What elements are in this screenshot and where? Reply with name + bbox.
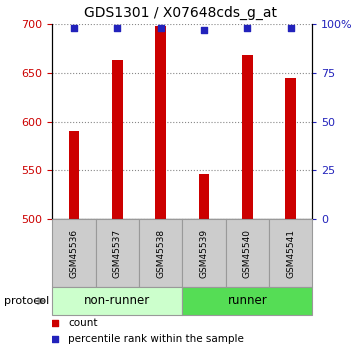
Point (288, 25, 293, 31)
Point (158, 25, 164, 31)
Point (52, 320, 58, 325)
Text: GSM45536: GSM45536 (70, 228, 78, 278)
Bar (269, 219, 312, 287)
Text: protocol: protocol (4, 296, 49, 306)
Text: GSM45541: GSM45541 (286, 228, 295, 277)
Bar (182, 219, 226, 287)
Bar (96, 219, 139, 287)
Text: GDS1301 / X07648cds_g_at: GDS1301 / X07648cds_g_at (84, 6, 277, 20)
Point (114, 25, 120, 31)
Point (52, 336, 58, 342)
Text: GSM45540: GSM45540 (243, 228, 252, 277)
Bar (285, 78, 296, 219)
Point (244, 25, 250, 31)
Bar (182, 287, 312, 315)
Bar (226, 219, 269, 287)
Text: percentile rank within the sample: percentile rank within the sample (68, 334, 244, 344)
Text: GSM45538: GSM45538 (156, 228, 165, 278)
Bar (139, 219, 182, 287)
Bar (69, 131, 79, 219)
Bar (155, 26, 166, 219)
Bar (52, 287, 182, 315)
Point (201, 27, 207, 33)
Text: runner: runner (227, 295, 267, 307)
Point (71, 25, 77, 31)
Bar (112, 60, 123, 219)
Text: non-runner: non-runner (84, 295, 151, 307)
Bar (242, 55, 253, 219)
Text: GSM45537: GSM45537 (113, 228, 122, 278)
Text: GSM45539: GSM45539 (200, 228, 208, 278)
Bar (199, 174, 209, 219)
Text: count: count (68, 317, 97, 327)
Bar (52, 219, 96, 287)
